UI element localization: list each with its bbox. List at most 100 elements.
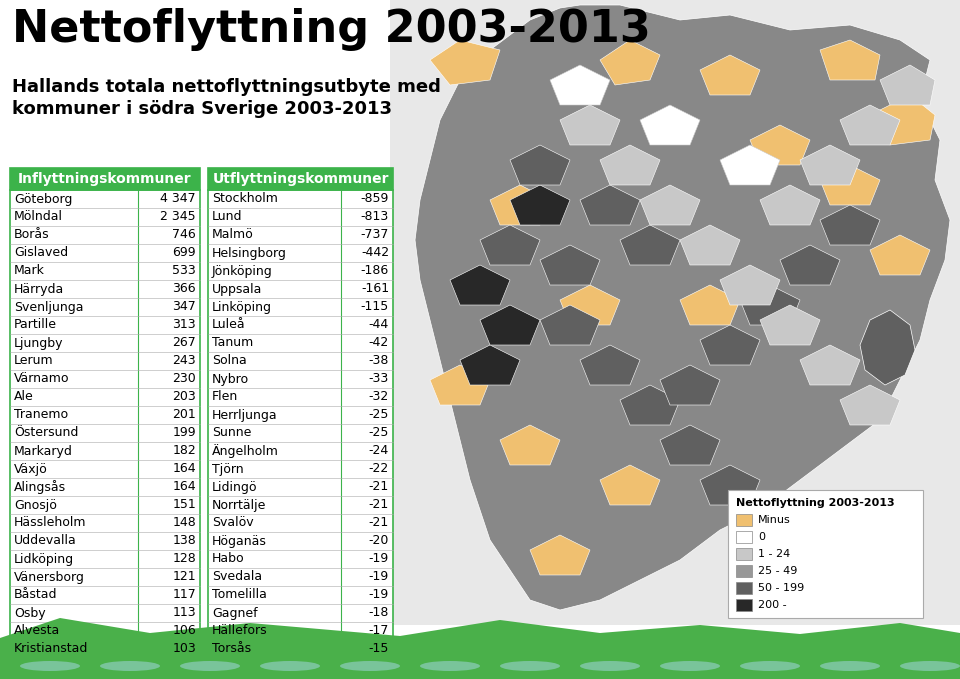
Text: Osby: Osby	[14, 606, 46, 619]
Text: Värnamo: Värnamo	[14, 373, 69, 386]
Text: Svalöv: Svalöv	[212, 517, 253, 530]
Text: kommuner i södra Sverige 2003-2013: kommuner i södra Sverige 2003-2013	[12, 100, 392, 118]
Text: 138: 138	[172, 534, 196, 547]
Text: 347: 347	[172, 301, 196, 314]
Polygon shape	[700, 55, 760, 95]
Text: 117: 117	[172, 589, 196, 602]
Polygon shape	[760, 185, 820, 225]
Text: Gagnef: Gagnef	[212, 606, 257, 619]
Ellipse shape	[100, 661, 160, 671]
Text: -19: -19	[369, 570, 389, 583]
Polygon shape	[680, 225, 740, 265]
Text: -19: -19	[369, 589, 389, 602]
Text: Partille: Partille	[14, 318, 57, 331]
Polygon shape	[510, 145, 570, 185]
Text: 2 345: 2 345	[160, 210, 196, 223]
Text: Helsingborg: Helsingborg	[212, 246, 287, 259]
Polygon shape	[540, 245, 600, 285]
Ellipse shape	[20, 661, 80, 671]
Bar	[208, 168, 393, 190]
Ellipse shape	[740, 661, 800, 671]
Text: 25 - 49: 25 - 49	[758, 566, 798, 576]
Text: Herrljunga: Herrljunga	[212, 409, 277, 422]
Text: Tomelilla: Tomelilla	[212, 589, 267, 602]
Polygon shape	[430, 40, 500, 85]
Polygon shape	[580, 185, 640, 225]
Text: Mölndal: Mölndal	[14, 210, 63, 223]
Text: Ljungby: Ljungby	[14, 337, 63, 350]
Text: 128: 128	[172, 553, 196, 566]
Polygon shape	[490, 185, 550, 225]
Text: 366: 366	[173, 282, 196, 295]
Text: Utflyttningskommuner: Utflyttningskommuner	[212, 172, 389, 186]
Polygon shape	[550, 65, 610, 105]
Text: Norrtälje: Norrtälje	[212, 498, 266, 511]
Text: -25: -25	[369, 426, 389, 439]
Text: 267: 267	[172, 337, 196, 350]
Polygon shape	[560, 285, 620, 325]
Polygon shape	[860, 310, 915, 385]
Text: Hässleholm: Hässleholm	[14, 517, 86, 530]
Text: -20: -20	[369, 534, 389, 547]
Text: 4 347: 4 347	[160, 193, 196, 206]
Polygon shape	[510, 185, 570, 225]
Text: -22: -22	[369, 462, 389, 475]
Polygon shape	[800, 145, 860, 185]
Text: -44: -44	[369, 318, 389, 331]
Text: 230: 230	[172, 373, 196, 386]
Bar	[10, 190, 200, 658]
Text: -21: -21	[369, 481, 389, 494]
Text: Minus: Minus	[758, 515, 791, 525]
Polygon shape	[640, 185, 700, 225]
Text: 121: 121	[173, 570, 196, 583]
Text: -15: -15	[369, 642, 389, 655]
Text: Tranemo: Tranemo	[14, 409, 68, 422]
Ellipse shape	[820, 661, 880, 671]
Ellipse shape	[420, 661, 480, 671]
Bar	[10, 168, 200, 190]
Polygon shape	[880, 65, 935, 105]
Text: -442: -442	[361, 246, 389, 259]
Text: -17: -17	[369, 625, 389, 638]
Polygon shape	[0, 618, 960, 679]
Text: 203: 203	[172, 390, 196, 403]
Text: Stockholm: Stockholm	[212, 193, 277, 206]
Text: -21: -21	[369, 498, 389, 511]
Text: -859: -859	[361, 193, 389, 206]
Polygon shape	[600, 145, 660, 185]
Polygon shape	[870, 235, 930, 275]
Text: 200 -: 200 -	[758, 600, 786, 610]
Polygon shape	[820, 205, 880, 245]
Polygon shape	[720, 265, 780, 305]
Text: 151: 151	[172, 498, 196, 511]
Polygon shape	[460, 345, 520, 385]
Text: 0: 0	[758, 532, 765, 542]
Polygon shape	[480, 305, 540, 345]
Text: -32: -32	[369, 390, 389, 403]
Text: Uddevalla: Uddevalla	[14, 534, 77, 547]
Text: 182: 182	[172, 445, 196, 458]
Text: Jönköping: Jönköping	[212, 265, 273, 278]
Text: Östersund: Östersund	[14, 426, 79, 439]
Polygon shape	[720, 145, 780, 185]
Polygon shape	[580, 345, 640, 385]
Text: Båstad: Båstad	[14, 589, 58, 602]
Text: 103: 103	[172, 642, 196, 655]
Ellipse shape	[660, 661, 720, 671]
Text: 1 - 24: 1 - 24	[758, 549, 790, 559]
Text: Höganäs: Höganäs	[212, 534, 267, 547]
Text: Borås: Borås	[14, 229, 50, 242]
Polygon shape	[880, 95, 935, 145]
Polygon shape	[840, 105, 900, 145]
Polygon shape	[640, 105, 700, 145]
Text: 50 - 199: 50 - 199	[758, 583, 804, 593]
Ellipse shape	[340, 661, 400, 671]
Text: Sunne: Sunne	[212, 426, 252, 439]
Text: Nybro: Nybro	[212, 373, 250, 386]
Polygon shape	[415, 5, 950, 610]
Polygon shape	[700, 465, 760, 505]
Text: Hallands totala nettoflyttningsutbyte med: Hallands totala nettoflyttningsutbyte me…	[12, 78, 441, 96]
Polygon shape	[700, 325, 760, 365]
Polygon shape	[600, 40, 660, 85]
Text: 164: 164	[173, 462, 196, 475]
